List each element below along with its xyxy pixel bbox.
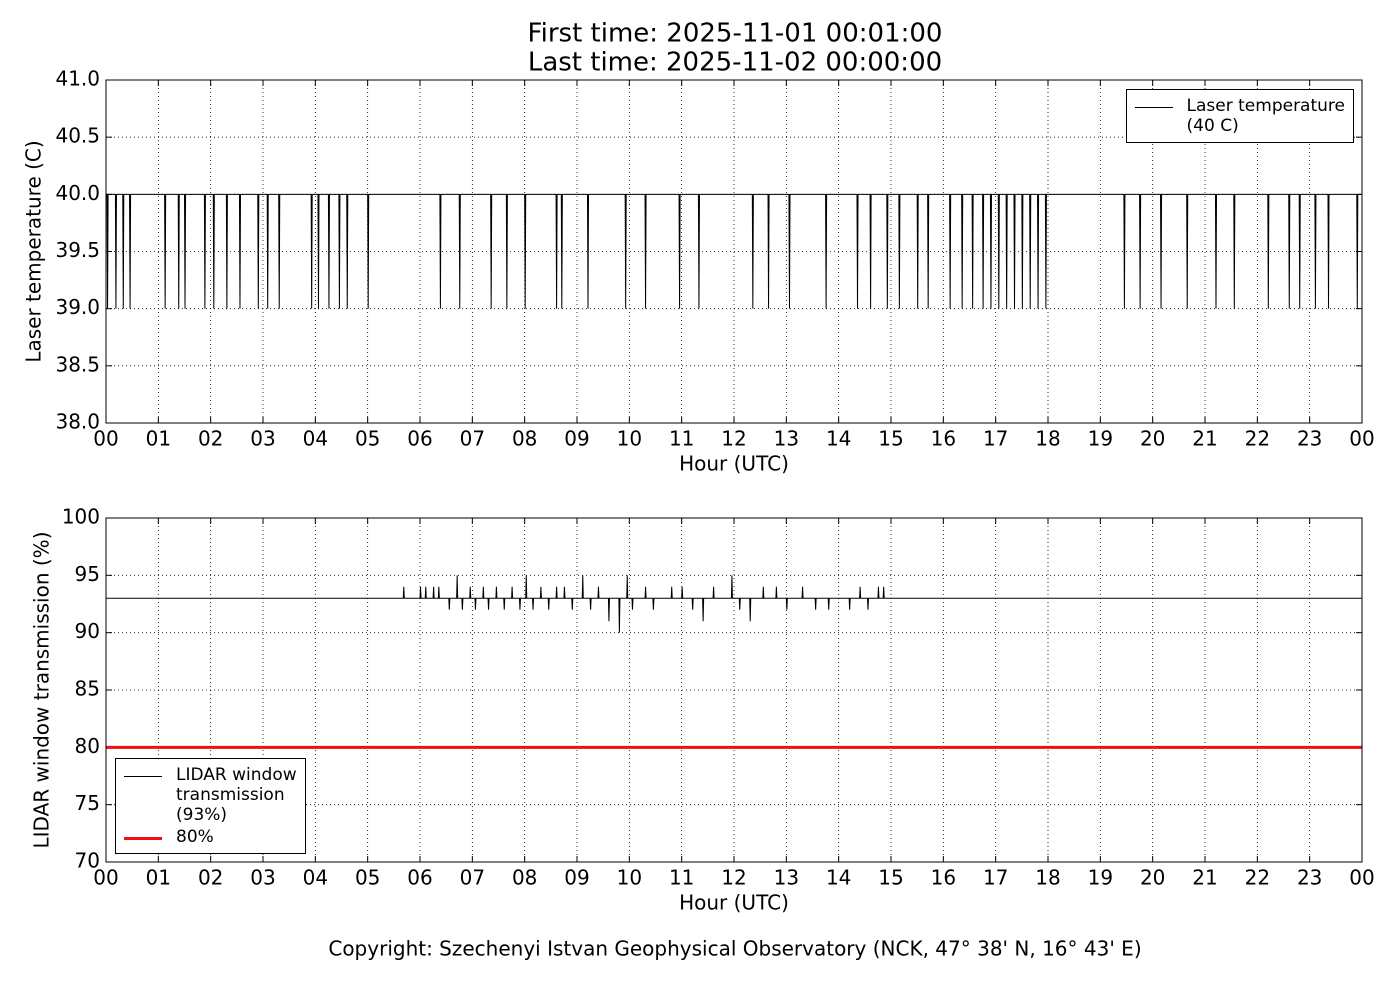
y-axis-label: LIDAR window transmission (%) (30, 532, 54, 849)
y-tick-label: 38.5 (55, 352, 100, 376)
y-tick-label: 95 (75, 562, 100, 586)
x-tick-label: 03 (250, 427, 275, 451)
x-tick-label: 12 (721, 866, 746, 890)
x-tick-label: 08 (512, 866, 537, 890)
axes-frame (105, 517, 1363, 863)
x-tick-label: 13 (774, 427, 799, 451)
x-tick-label: 09 (564, 866, 589, 890)
x-tick-label: 22 (1245, 427, 1270, 451)
x-tick-label: 18 (1035, 427, 1060, 451)
legend-label: 80% (176, 827, 214, 847)
x-tick-label: 20 (1140, 427, 1165, 451)
x-tick-label: 21 (1192, 866, 1217, 890)
x-tick-label: 17 (983, 866, 1008, 890)
x-tick-label: 10 (617, 866, 642, 890)
x-tick-label: 09 (564, 427, 589, 451)
x-tick-label: 06 (407, 866, 432, 890)
y-tick-label: 40.0 (55, 181, 100, 205)
x-tick-label: 19 (1088, 427, 1113, 451)
x-tick-label: 15 (878, 427, 903, 451)
data-line (106, 575, 1362, 633)
x-tick-label: 23 (1297, 427, 1322, 451)
x-tick-label: 02 (198, 427, 223, 451)
x-tick-label: 00 (93, 427, 118, 451)
y-tick-label: 40.5 (55, 124, 100, 148)
x-tick-label: 00 (93, 866, 118, 890)
title-line: First time: 2025-11-01 00:01:00 (528, 19, 943, 49)
y-tick-label: 38.0 (55, 410, 100, 434)
x-tick-label: 20 (1140, 866, 1165, 890)
x-tick-label: 07 (460, 866, 485, 890)
legend-label: Laser temperature (40 C) (1186, 96, 1345, 136)
x-tick-label: 15 (878, 866, 903, 890)
x-tick-label: 01 (146, 866, 171, 890)
x-tick-label: 11 (669, 866, 694, 890)
x-tick-label: 01 (146, 427, 171, 451)
x-tick-label: 12 (721, 427, 746, 451)
x-tick-label: 13 (774, 866, 799, 890)
x-tick-label: 16 (931, 427, 956, 451)
legend-swatch (124, 836, 162, 840)
y-axis-label: Laser temperature (C) (22, 140, 46, 362)
x-tick-label: 02 (198, 866, 223, 890)
x-axis-label: Hour (UTC) (679, 891, 789, 915)
y-tick-label: 70 (75, 849, 100, 873)
x-tick-label: 21 (1192, 427, 1217, 451)
legend-swatch (124, 775, 162, 777)
legend: LIDAR window transmission (93%) 80% (115, 758, 306, 854)
legend: Laser temperature (40 C) (1125, 89, 1354, 143)
x-tick-label: 23 (1297, 866, 1322, 890)
x-tick-label: 14 (826, 866, 851, 890)
y-tick-label: 39.0 (55, 295, 100, 319)
footer: Copyright: Szechenyi Istvan Geophysical … (328, 937, 1141, 961)
y-tick-label: 85 (75, 677, 100, 701)
x-tick-label: 14 (826, 427, 851, 451)
legend-entry: 80% (124, 827, 297, 847)
legend-entry: Laser temperature (40 C) (1134, 96, 1345, 136)
x-tick-label: 08 (512, 427, 537, 451)
y-tick-label: 75 (75, 791, 100, 815)
x-tick-label: 22 (1245, 866, 1270, 890)
y-tick-label: 100 (62, 505, 100, 529)
legend-entry: LIDAR window transmission (93%) (124, 765, 297, 825)
y-tick-label: 80 (75, 734, 100, 758)
x-tick-label: 18 (1035, 866, 1060, 890)
x-tick-label: 00 (1349, 866, 1374, 890)
y-tick-label: 90 (75, 619, 100, 643)
y-tick-label: 39.5 (55, 238, 100, 262)
x-tick-label: 16 (931, 866, 956, 890)
x-tick-label: 07 (460, 427, 485, 451)
title-line: Last time: 2025-11-02 00:00:00 (528, 48, 942, 78)
x-tick-label: 10 (617, 427, 642, 451)
x-tick-label: 17 (983, 427, 1008, 451)
x-tick-label: 00 (1349, 427, 1374, 451)
legend-label: LIDAR window transmission (93%) (176, 765, 297, 825)
x-tick-label: 04 (303, 427, 328, 451)
x-tick-label: 03 (250, 866, 275, 890)
x-tick-label: 05 (355, 427, 380, 451)
x-axis-label: Hour (UTC) (679, 452, 789, 476)
x-tick-label: 05 (355, 866, 380, 890)
legend-swatch (1134, 106, 1173, 108)
x-tick-label: 06 (407, 427, 432, 451)
data-line (106, 193, 1362, 309)
x-tick-label: 11 (669, 427, 694, 451)
axes-frame (105, 79, 1363, 424)
x-tick-label: 19 (1088, 866, 1113, 890)
y-tick-label: 41.0 (55, 67, 100, 91)
x-tick-label: 04 (303, 866, 328, 890)
